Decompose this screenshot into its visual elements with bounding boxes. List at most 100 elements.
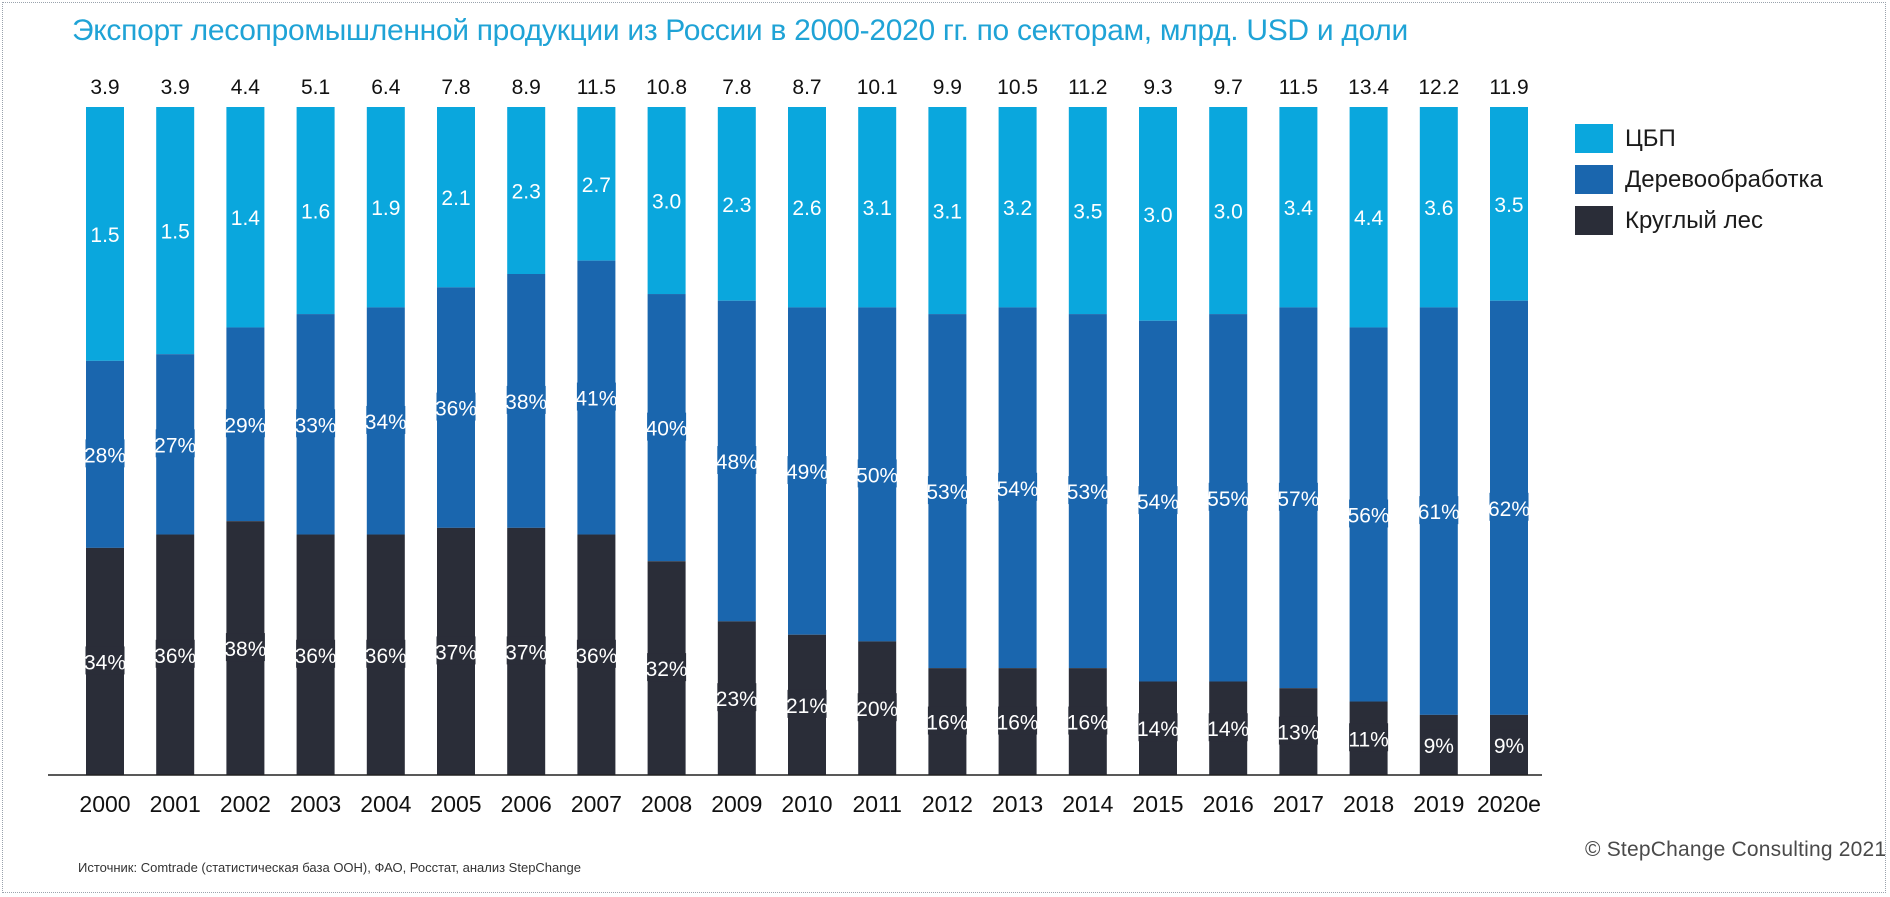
- data-label-wood-box: [1419, 496, 1459, 525]
- data-label-wood-box: [857, 459, 897, 488]
- data-label-wood: 55%: [1207, 488, 1249, 511]
- x-tick-label: 2015: [1132, 791, 1183, 817]
- total-label: 7.8: [441, 76, 470, 99]
- x-tick-label: 2007: [571, 791, 622, 817]
- x-tick-label: 2003: [290, 791, 341, 817]
- data-label-roundwood: 11%: [1348, 728, 1388, 751]
- data-label-paper: 3.0: [652, 191, 681, 214]
- x-tick-label: 2020e: [1477, 791, 1541, 817]
- data-label-wood: 33%: [295, 414, 337, 437]
- data-label-wood-box: [1349, 499, 1389, 528]
- data-label-roundwood: 37%: [505, 641, 547, 664]
- x-tick-label: 2010: [781, 791, 832, 817]
- data-label-roundwood: 36%: [575, 645, 617, 668]
- x-tick-label: 2017: [1273, 791, 1324, 817]
- data-label-roundwood: 9%: [1424, 735, 1454, 758]
- data-label-roundwood-box: [1278, 716, 1318, 745]
- legend-item-wood: Деревообработка: [1575, 159, 1823, 200]
- bar-segment-paper: [577, 107, 616, 261]
- x-tick-label: 2005: [430, 791, 481, 817]
- total-label: 6.4: [371, 76, 401, 99]
- data-label-roundwood: 14%: [1137, 718, 1179, 741]
- data-label-wood-box: [1278, 482, 1318, 511]
- total-label: 7.8: [722, 76, 751, 99]
- data-label-paper: 4.4: [1354, 207, 1384, 230]
- data-label-roundwood: 16%: [926, 712, 968, 735]
- data-label-wood: 56%: [1348, 504, 1390, 527]
- bar-segment-paper: [507, 107, 546, 274]
- data-label-paper: 1.5: [161, 221, 190, 244]
- total-label: 8.7: [792, 76, 821, 99]
- data-label-roundwood: 16%: [997, 712, 1039, 735]
- bar-segment-paper: [1490, 107, 1528, 301]
- bar-segment-paper: [366, 107, 405, 308]
- data-label-paper: 3.0: [1143, 204, 1172, 227]
- data-label-paper: 1.9: [371, 197, 400, 220]
- data-label-paper: 3.6: [1424, 197, 1453, 220]
- data-label-roundwood: 34%: [84, 651, 126, 674]
- x-tick-label: 2002: [220, 791, 271, 817]
- x-tick-label: 2004: [360, 791, 411, 817]
- x-tick-label: 2006: [501, 791, 552, 817]
- data-label-paper: 1.6: [301, 201, 330, 224]
- data-label-paper: 3.4: [1284, 197, 1314, 220]
- data-label-roundwood-box: [225, 633, 265, 662]
- total-label: 4.4: [231, 76, 261, 99]
- data-label-roundwood-box: [717, 683, 757, 712]
- data-label-paper: 3.0: [1214, 201, 1243, 224]
- data-label-wood-box: [787, 456, 827, 485]
- bar-segment-paper: [1068, 107, 1107, 315]
- bar-segment-paper: [928, 107, 967, 315]
- source-note: Источник: Comtrade (статистическая база …: [78, 860, 581, 875]
- data-label-wood-box: [1138, 486, 1178, 515]
- data-label-roundwood: 21%: [786, 695, 828, 718]
- legend-label-wood: Деревообработка: [1625, 165, 1823, 193]
- bar-segment-paper: [226, 107, 265, 328]
- copyright-text: © StepChange Consulting 2021: [1585, 838, 1887, 861]
- total-label: 9.7: [1214, 76, 1243, 99]
- data-label-paper: 3.5: [1073, 201, 1102, 224]
- data-label-roundwood-box: [787, 689, 827, 718]
- data-label-wood: 62%: [1488, 498, 1530, 521]
- total-label: 8.9: [512, 76, 541, 99]
- data-label-wood-box: [296, 409, 336, 438]
- x-tick-label: 2013: [992, 791, 1043, 817]
- data-label-wood: 34%: [365, 411, 407, 434]
- legend-swatch-roundwood: [1575, 206, 1613, 235]
- x-tick-label: 2012: [922, 791, 973, 817]
- data-label-wood-box: [1068, 476, 1108, 505]
- data-label-paper: 3.1: [933, 201, 962, 224]
- data-label-wood-box: [155, 429, 195, 458]
- data-label-wood-box: [85, 439, 125, 468]
- data-label-wood-box: [506, 385, 546, 414]
- data-label-roundwood-box: [857, 693, 897, 722]
- data-label-paper: 1.5: [90, 224, 119, 247]
- bar-segment-paper: [437, 107, 475, 288]
- x-tick-label: 2008: [641, 791, 692, 817]
- data-label-roundwood: 36%: [295, 645, 337, 668]
- data-label-paper: 2.3: [722, 194, 751, 217]
- data-label-wood: 29%: [224, 414, 266, 437]
- chart-title: Экспорт лесопромышленной продукции из Ро…: [72, 14, 1408, 47]
- bar-segment-paper: [1349, 107, 1388, 328]
- data-label-wood: 40%: [646, 418, 688, 441]
- data-label-wood-box: [998, 472, 1038, 501]
- data-label-wood-box: [576, 382, 616, 411]
- data-label-wood: 27%: [154, 434, 196, 457]
- data-label-roundwood: 23%: [716, 688, 758, 711]
- x-tick-label: 2016: [1203, 791, 1254, 817]
- total-label: 12.2: [1418, 76, 1459, 99]
- data-label-wood-box: [647, 412, 687, 441]
- x-tick-label: 2009: [711, 791, 762, 817]
- data-label-paper: 2.1: [441, 187, 470, 210]
- total-label: 9.9: [933, 76, 962, 99]
- data-label-paper: 3.1: [863, 197, 892, 220]
- data-label-paper: 1.4: [231, 207, 261, 230]
- data-label-wood: 49%: [786, 461, 828, 484]
- data-label-wood: 28%: [84, 444, 126, 467]
- data-label-paper: 2.7: [582, 174, 611, 197]
- data-label-roundwood-box: [436, 636, 476, 665]
- x-tick-label: 2019: [1413, 791, 1464, 817]
- total-label: 11.9: [1489, 76, 1528, 99]
